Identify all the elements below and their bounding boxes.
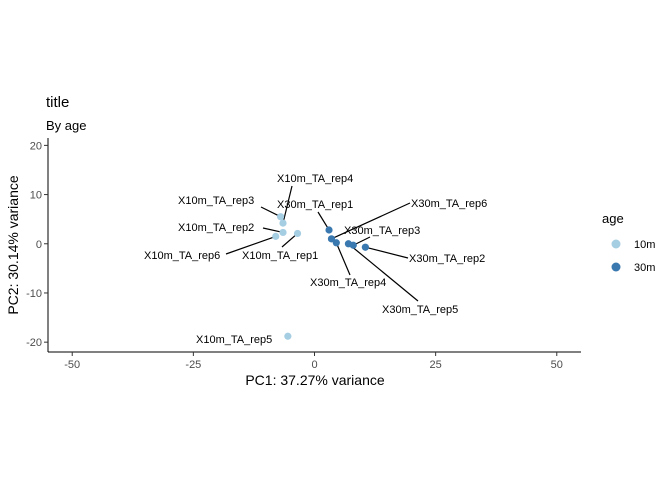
y-tick-label: 10 [30, 190, 42, 202]
label-connector [225, 235, 276, 255]
scatter-point-10m [276, 213, 285, 221]
legend-key-30m [611, 262, 621, 272]
label-connector [282, 185, 293, 224]
point-label: X30m_TA_rep1 [277, 199, 353, 211]
label-connector [348, 243, 419, 302]
point-label: X30m_TA_rep5 [382, 304, 458, 316]
legend: age 10m 30m [602, 211, 655, 274]
scatter-point-10m [284, 332, 292, 340]
legend-label-30m: 30m [634, 262, 655, 274]
point-label: X10m_TA_rep3 [178, 195, 254, 207]
scatter-point-30m [344, 240, 353, 248]
y-axis-label: PC2: 30.14% variance [5, 175, 21, 315]
point-label: X30m_TA_rep6 [411, 198, 487, 210]
y-tick-label: 0 [36, 239, 42, 251]
point-label: X10m_TA_rep2 [178, 222, 254, 234]
data-points [272, 213, 369, 340]
point-label: X10m_TA_rep4 [277, 173, 353, 185]
x-tick-label: -25 [185, 359, 201, 371]
chart-title: title [46, 94, 69, 111]
point-label: X10m_TA_rep1 [242, 250, 318, 262]
point-label: X10m_TA_rep5 [196, 334, 272, 346]
x-tick-label: 25 [430, 359, 442, 371]
scatter-point-10m [272, 232, 280, 240]
label-connector [335, 242, 351, 276]
label-connector [365, 246, 409, 259]
point-label: X30m_TA_rep3 [344, 225, 420, 237]
x-ticks: -50 -25 0 25 50 [64, 352, 563, 371]
scatter-point-10m [279, 228, 287, 237]
scatter-point-10m [279, 219, 287, 227]
scatter-point-30m [325, 226, 333, 234]
x-tick-label: 0 [311, 359, 317, 371]
point-label: X30m_TA_rep2 [409, 253, 485, 265]
label-connector [331, 202, 411, 240]
scatter-point-30m [327, 235, 336, 243]
legend-key-10m [611, 239, 621, 249]
legend-title: age [602, 211, 624, 226]
y-tick-label: -10 [26, 288, 42, 300]
legend-label-10m: 10m [634, 239, 655, 251]
y-tick-label: 20 [30, 140, 42, 152]
x-tick-label: 50 [551, 359, 563, 371]
label-connector [260, 206, 281, 218]
scatter-point-30m [361, 243, 369, 251]
axes [47, 138, 581, 353]
y-ticks: -20 -10 0 10 20 [26, 140, 48, 349]
x-axis-label: PC1: 37.27% variance [245, 372, 385, 388]
scatter-point-30m [332, 239, 340, 247]
point-label: X10m_TA_rep6 [144, 250, 220, 262]
point-label: X30m_TA_rep4 [310, 277, 386, 289]
scatter-point-10m [293, 229, 302, 238]
chart-subtitle: By age [46, 118, 86, 133]
y-tick-label: -20 [26, 337, 42, 349]
point-labels: X10m_TA_rep1 X10m_TA_rep2 X10m_TA_rep3 X10m… [144, 173, 487, 346]
x-tick-label: -50 [64, 359, 80, 371]
